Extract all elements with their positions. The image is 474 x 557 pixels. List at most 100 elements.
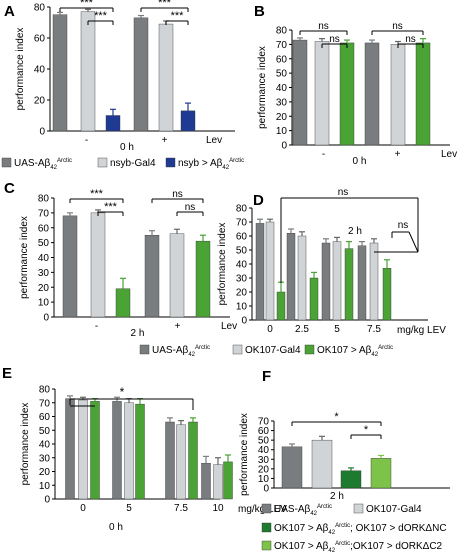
x-tick-label-e: 7.5 bbox=[174, 503, 188, 514]
panel-d: D 0 10 20 30 40 50 60 70 80 performance index 0 2.5 5… bbox=[217, 187, 446, 336]
y-tick-label-a: 20 bbox=[34, 96, 46, 107]
significance-label-c: *** bbox=[90, 188, 104, 200]
panel-letter-f: F bbox=[262, 368, 271, 385]
panel-c: C 0 10 20 30 40 50 60 70 80 performance index *****… bbox=[4, 180, 237, 339]
legend-swatch bbox=[304, 344, 315, 355]
significance-label-a: *** bbox=[171, 10, 185, 22]
y-tick-label-f: 30 bbox=[258, 455, 270, 466]
y-tick-label-d: 20 bbox=[236, 288, 248, 299]
y-tick-label-e: 80 bbox=[39, 385, 51, 396]
bar-e bbox=[65, 398, 75, 500]
bar-a bbox=[180, 110, 196, 132]
bar-e bbox=[223, 461, 233, 500]
significance-label-f: * bbox=[334, 411, 339, 423]
y-tick-label-b: 0 bbox=[281, 141, 287, 152]
significance-label-a: *** bbox=[80, 0, 94, 9]
bar-e bbox=[78, 399, 88, 500]
bar-d bbox=[344, 248, 354, 321]
y-tick-label-b: 20 bbox=[276, 112, 288, 123]
y-tick-label-e: 20 bbox=[39, 467, 51, 478]
y-tick-label-f: 20 bbox=[258, 464, 270, 475]
x-tick-label-b: - bbox=[322, 149, 325, 160]
condition-label-e: 0 h bbox=[109, 522, 123, 533]
y-tick-label-b: 80 bbox=[276, 26, 288, 37]
legend-swatch bbox=[232, 344, 243, 355]
y-tick-label-b: 10 bbox=[276, 126, 288, 137]
y-tick-label-f: 40 bbox=[258, 445, 270, 456]
lev-label-b: Lev bbox=[441, 149, 457, 160]
significance-label-d: ns bbox=[398, 220, 409, 231]
y-tick-label-a: 60 bbox=[34, 34, 46, 45]
legend-item-ab: nsyb > Aβ42Arctic bbox=[165, 157, 244, 171]
x-tick-label-d: 0 bbox=[267, 324, 273, 335]
legend-label: UAS-Aβ42Arctic bbox=[152, 345, 210, 358]
bar-d bbox=[332, 241, 342, 321]
bar-b bbox=[364, 42, 380, 146]
condition-label-b: 0 h bbox=[353, 156, 367, 167]
x-tick-label-a: + bbox=[162, 135, 168, 146]
condition-label-c: 2 h bbox=[131, 328, 145, 339]
y-tick-label-c: 0 bbox=[43, 313, 49, 324]
y-tick-label-f: 10 bbox=[258, 474, 270, 485]
legend-label: UAS-Aβ42Arctic bbox=[274, 504, 332, 517]
bar-f bbox=[340, 470, 362, 489]
y-tick-label-e: 60 bbox=[39, 412, 51, 423]
panel-letter-d: D bbox=[253, 192, 264, 209]
significance-label-b: ns bbox=[318, 21, 329, 32]
bar-e bbox=[176, 424, 186, 500]
y-tick-label-f: 50 bbox=[258, 436, 270, 447]
x-tick-label-e: 0 bbox=[80, 503, 86, 514]
significance-label-b: ns bbox=[329, 34, 340, 45]
y-tick-label-e: 30 bbox=[39, 453, 51, 464]
bar-b bbox=[415, 42, 431, 146]
legend-label: OK107 > Aβ42Arctic; OK107 > dORKΔNC bbox=[274, 523, 447, 536]
condition-label-d: 2 h bbox=[348, 226, 362, 237]
condition-label-a: 0 h bbox=[120, 142, 134, 153]
x-tick-label-a: - bbox=[85, 135, 88, 146]
y-axis-label-b: performance index bbox=[257, 46, 268, 129]
bar-d bbox=[286, 232, 296, 321]
y-tick-label-d: 80 bbox=[236, 204, 248, 215]
y-tick-label-e: 0 bbox=[44, 495, 50, 506]
bar-c bbox=[169, 233, 185, 318]
panel-letter-c: C bbox=[4, 180, 15, 197]
legend-label: nsyb-Gal4 bbox=[110, 158, 156, 169]
legend-label: OK107 > Aβ42Arctic;OK107 > dORKΔC2 bbox=[274, 541, 443, 554]
x-tick-label-c: - bbox=[95, 321, 98, 332]
y-tick-label-f: 0 bbox=[263, 484, 269, 495]
significance-label-f: * bbox=[364, 424, 369, 436]
bar-a bbox=[80, 11, 96, 132]
bar-d bbox=[321, 242, 331, 321]
bar-d bbox=[369, 242, 379, 321]
legend-item-f: UAS-Aβ42Arctic bbox=[261, 503, 332, 517]
bar-f bbox=[370, 458, 392, 489]
bar-e bbox=[201, 463, 211, 500]
y-axis-label-c: performance index bbox=[19, 216, 30, 299]
bar-d bbox=[255, 223, 265, 321]
legend-item-ab: nsyb-Gal4 bbox=[97, 157, 156, 169]
bar-b bbox=[292, 39, 308, 146]
x-tick-label-c: + bbox=[175, 321, 181, 332]
y-tick-label-f: 70 bbox=[258, 417, 270, 428]
bar-a bbox=[52, 14, 68, 132]
legend-label: OK107-Gal4 bbox=[366, 504, 422, 515]
panel-letter-b: B bbox=[254, 3, 265, 20]
bar-a bbox=[133, 17, 149, 132]
legend-swatch bbox=[261, 503, 272, 514]
bar-c bbox=[115, 288, 131, 318]
bar-d bbox=[265, 221, 275, 321]
y-tick-label-d: 70 bbox=[236, 218, 248, 229]
x-tick-label-e: 10 bbox=[212, 503, 224, 514]
y-tick-label-c: 80 bbox=[38, 194, 50, 205]
x-tick-label-d: 7.5 bbox=[367, 324, 381, 335]
significance-label-a: *** bbox=[94, 10, 108, 22]
x-tick-label-d: 5 bbox=[334, 324, 340, 335]
y-tick-label-b: 70 bbox=[276, 40, 288, 51]
significance-label-c: ns bbox=[185, 202, 196, 213]
legend-item-f: OK107 > Aβ42Arctic; OK107 > dORKΔNC bbox=[261, 522, 447, 536]
bar-d bbox=[276, 291, 286, 321]
